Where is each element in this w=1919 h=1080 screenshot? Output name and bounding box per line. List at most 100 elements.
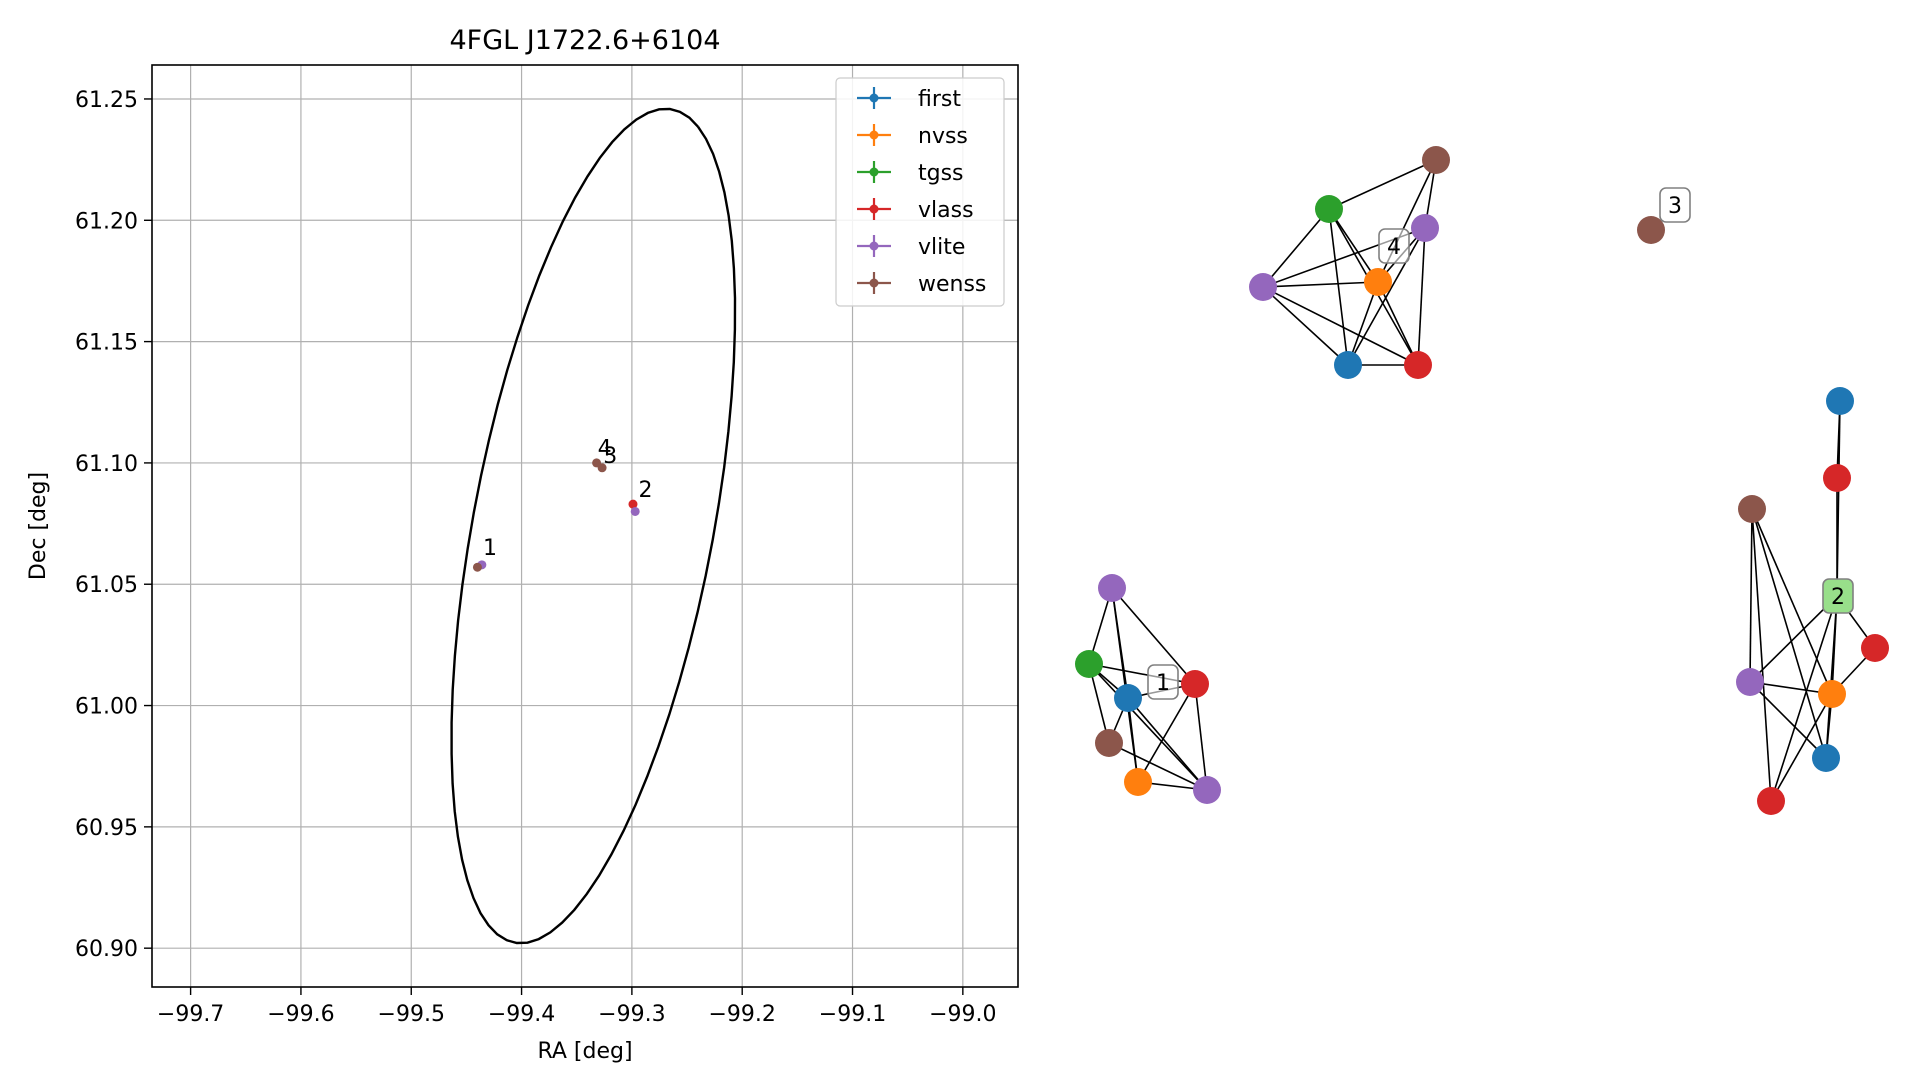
graph-edge [1262, 208, 1330, 288]
graph-node-nvss [1124, 768, 1152, 796]
graph-node-first [1826, 387, 1854, 415]
legend-marker-nvss [869, 130, 879, 140]
graph-labels: 4 3 2 1 [1147, 187, 1854, 700]
legend-label-first: first [918, 87, 961, 112]
chart-title: 4FGL J1722.6+6104 [449, 25, 720, 56]
graph-node-first [1114, 684, 1142, 712]
legend-label-wenss: wenss [918, 272, 986, 297]
graph-edge [1328, 208, 1349, 366]
point-label: 3 [603, 444, 617, 469]
graph-node-first [1334, 351, 1362, 379]
y-tick-label: 61.20 [75, 209, 138, 234]
graph-node-wenss [1738, 495, 1766, 523]
y-tick-label: 61.10 [75, 452, 138, 477]
graph-edge [1751, 508, 1827, 759]
graph-edge [1770, 595, 1838, 802]
graph-edge [1088, 663, 1208, 791]
legend-label-tgss: tgss [918, 161, 964, 186]
graph-edge [1749, 508, 1753, 683]
x-tick-label: −99.6 [267, 1002, 334, 1027]
graph-edge [1347, 281, 1379, 366]
legend-marker-vlite [869, 241, 879, 251]
graph-label-box [1378, 228, 1410, 264]
y-tick-label: 60.95 [75, 816, 138, 841]
legend-marker-tgss [869, 167, 879, 177]
graph-nodes [1075, 146, 1889, 815]
graph-edge [1328, 208, 1379, 283]
graph-edge [1751, 508, 1833, 695]
legend: first nvss tgss vlass vlite wenss [835, 77, 1005, 307]
graph-node-vlite [1736, 668, 1764, 696]
graph-edge [1194, 683, 1208, 791]
graph-node-first [1812, 744, 1840, 772]
graph-label-box [1659, 187, 1691, 223]
graph-node-nvss [1818, 680, 1846, 708]
x-tick-label: −99.3 [598, 1002, 665, 1027]
graph-node-vlite [1098, 574, 1126, 602]
graph-edge [1749, 681, 1827, 759]
graph-node-vlite [1411, 214, 1439, 242]
legend-label-vlass: vlass [918, 198, 974, 223]
plot-frame [151, 64, 1019, 988]
graph-edge [1262, 286, 1419, 366]
graph-edge [1770, 693, 1833, 802]
graph-edge [1751, 508, 1772, 802]
graph-node-tgss [1315, 195, 1343, 223]
graph-node-wenss [1095, 729, 1123, 757]
graph-edge [1749, 595, 1838, 683]
graph-node-vlass [1861, 634, 1889, 662]
graph-node-vlite [1193, 776, 1221, 804]
point-vlite [630, 506, 640, 516]
y-tick-label: 60.90 [75, 937, 138, 962]
scatter-points [472, 458, 640, 572]
graph-label-box [1822, 578, 1854, 614]
legend-label-vlite: vlite [918, 235, 965, 260]
graph-node-vlass [1757, 787, 1785, 815]
network-graph: 4 3 2 1 [1075, 146, 1889, 815]
x-tick-label: −99.4 [488, 1002, 555, 1027]
graph-edge [1328, 159, 1437, 210]
y-tick-label: 61.15 [75, 331, 138, 356]
graph-edge [1137, 683, 1196, 783]
legend-marker-vlass [869, 204, 879, 214]
point-label: 2 [639, 478, 653, 503]
graph-edge [1111, 587, 1196, 685]
x-tick-label: −99.7 [157, 1002, 224, 1027]
legend-label-nvss: nvss [918, 124, 968, 149]
graph-node-tgss [1075, 650, 1103, 678]
x-tick-label: −99.0 [929, 1002, 996, 1027]
graph-node-vlass [1823, 464, 1851, 492]
x-tick-label: −99.5 [378, 1002, 445, 1027]
graph-label: 3 [1668, 194, 1682, 219]
y-axis-ticks: 60.90 60.95 61.00 61.05 61.10 61.15 61.20 61.25 [75, 88, 152, 962]
graph-node-wenss [1637, 216, 1665, 244]
graph-edge [1417, 227, 1426, 366]
legend-marker-first [869, 93, 879, 103]
point-label: 1 [483, 536, 497, 561]
graph-label: 1 [1156, 671, 1170, 696]
graph-node-vlite [1249, 273, 1277, 301]
point-vlass [628, 499, 638, 509]
x-tick-label: −99.2 [708, 1002, 775, 1027]
y-tick-label: 61.25 [75, 88, 138, 113]
legend-marker-wenss [869, 278, 879, 288]
x-tick-label: −99.1 [819, 1002, 886, 1027]
point-label: 4 [598, 437, 612, 462]
graph-edge [1127, 697, 1139, 783]
y-axis-label: Dec [deg] [26, 472, 51, 580]
graph-node-wenss [1422, 146, 1450, 174]
graph-edge [1347, 227, 1426, 366]
x-axis-label: RA [deg] [537, 1039, 632, 1064]
point-wenss [592, 458, 602, 468]
graph-edge [1262, 281, 1379, 288]
y-tick-label: 61.00 [75, 695, 138, 720]
graph-node-nvss [1364, 268, 1392, 296]
point-labels: 1 234 [483, 437, 653, 561]
graph-edge [1108, 742, 1208, 791]
graph-label: 2 [1831, 585, 1845, 610]
graph-edge [1825, 595, 1838, 759]
graph-edge [1262, 286, 1349, 366]
graph-edge [1127, 697, 1208, 791]
point-wenss [472, 562, 482, 572]
